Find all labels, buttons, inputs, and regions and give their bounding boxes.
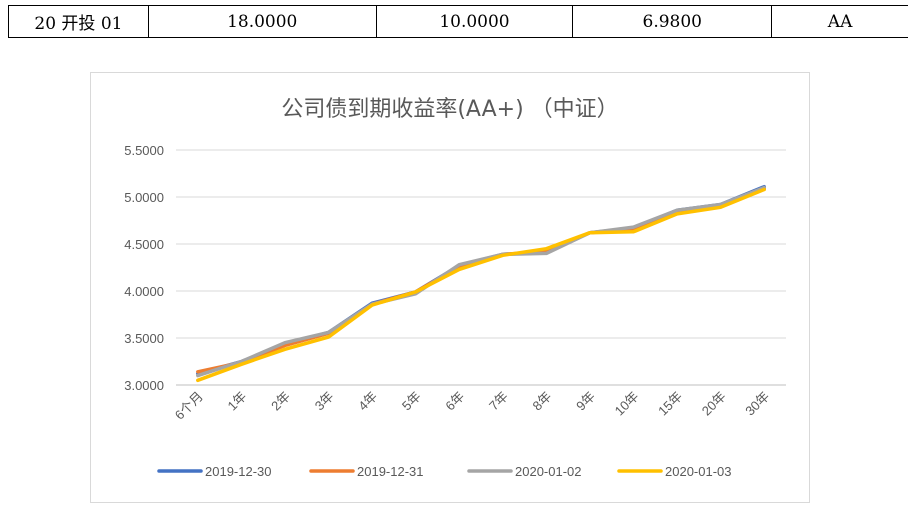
- y-tick-label: 3.0000: [124, 378, 164, 393]
- legend-label: 2020-01-03: [665, 464, 732, 479]
- x-tick-label: 6个月: [172, 389, 206, 423]
- chart-title: 公司债到期收益率(AA+) （中证）: [281, 97, 618, 122]
- y-tick-label: 4.5000: [124, 237, 164, 252]
- table-cell-value-1: 18.0000: [149, 6, 377, 37]
- x-tick-label: 8年: [530, 389, 555, 414]
- table-cell-value-2: 10.0000: [377, 6, 574, 37]
- y-tick-label: 5.5000: [124, 143, 164, 158]
- legend-label: 2019-12-30: [205, 464, 272, 479]
- x-tick-label: 30年: [742, 389, 772, 419]
- table-cell-rating: AA: [827, 11, 853, 32]
- series-line: [196, 185, 766, 378]
- x-tick-label: 7年: [486, 389, 511, 414]
- legend-label: 2019-12-31: [357, 464, 424, 479]
- x-tick-label: 6年: [442, 389, 467, 414]
- table-cell-value-3: 6.9800: [573, 6, 773, 37]
- legend-label: 2020-01-02: [515, 464, 582, 479]
- y-tick-label: 4.0000: [124, 284, 164, 299]
- y-tick-label: 3.5000: [124, 331, 164, 346]
- table-cell-bond-name: 20 开投 01: [9, 6, 149, 37]
- x-tick-label: 4年: [355, 389, 380, 414]
- yield-chart: 公司债到期收益率(AA+) （中证） 3.0000 3.5000 4.0000 4.5…: [90, 72, 810, 503]
- x-tick-label: 2年: [268, 389, 293, 414]
- x-tick-label: 20年: [699, 389, 729, 419]
- y-tick-label: 5.0000: [124, 190, 164, 205]
- x-tick-label: 10年: [612, 389, 642, 419]
- x-tick-label: 15年: [655, 389, 685, 419]
- chart-canvas: 公司债到期收益率(AA+) （中证） 3.0000 3.5000 4.0000 4.5…: [124, 97, 786, 479]
- x-tick-label: 5年: [399, 389, 424, 414]
- bond-table-row: 20 开投 01 18.0000 10.0000 6.9800 AA: [8, 5, 908, 38]
- series-line: [196, 187, 766, 383]
- x-tick-label: 3年: [312, 389, 337, 414]
- x-tick-label: 1年: [225, 389, 250, 414]
- x-tick-label: 9年: [573, 389, 598, 414]
